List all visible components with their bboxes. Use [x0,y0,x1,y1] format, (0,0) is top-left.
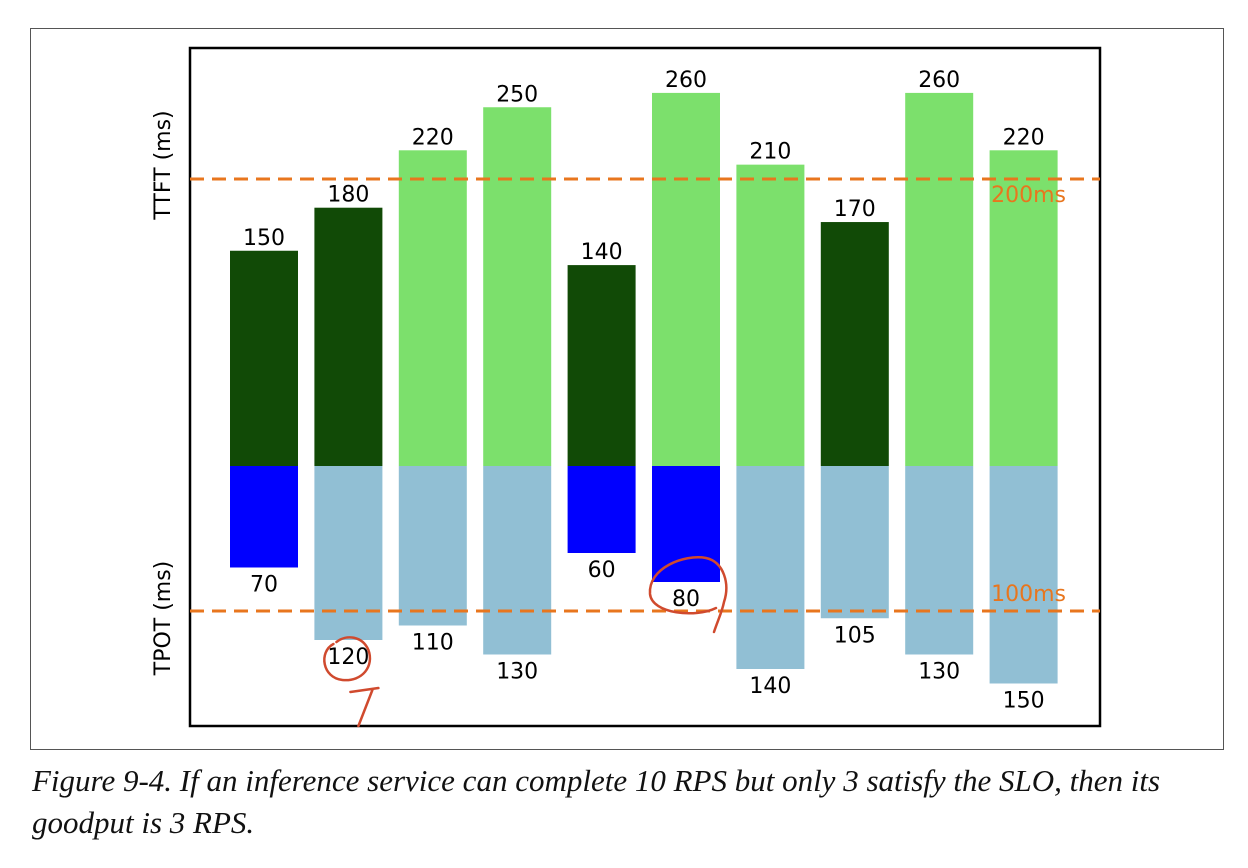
ttft-value-label: 150 [243,226,285,251]
tpot-value-label: 130 [918,660,960,685]
tpot-bar [567,466,636,553]
tpot-bar [230,466,298,568]
plot-area [188,46,1102,728]
tpot-value-label: 110 [412,631,454,656]
tpot-value-label: 60 [588,558,616,583]
highlight-circle [323,636,372,682]
ttft-bar [905,92,974,467]
y-axis-label-ttft: TTFT (ms) [151,110,176,220]
ttft-bar [230,250,298,466]
ttft-bar [483,107,552,466]
ttft-value-label: 180 [327,183,369,208]
ttft-bar [567,265,636,466]
ttft-value-label: 220 [1003,125,1045,150]
tpot-value-label: 150 [1003,689,1045,714]
tpot-bar [398,466,467,626]
figure-caption: Figure 9-4. If an inference service can … [32,763,1161,840]
handwritten-annotations [323,556,728,728]
tpot-value-label: 130 [496,660,538,685]
highlight-circle [648,556,728,634]
ttft-bar [820,222,889,466]
tpot-bar [483,466,552,655]
tpot-bar [736,466,805,669]
tpot-bar [652,466,720,582]
ttft-value-label: 140 [581,240,623,265]
ttft-value-label: 260 [665,68,707,93]
ttft-value-label: 170 [834,197,876,222]
tpot-bar [820,466,889,619]
chart: 200ms 100ms 150 70 180 120 220 110 250 130 140 60… [151,46,1102,728]
handwritten-mark [349,686,380,728]
tpot-value-label: 105 [834,623,876,648]
ttft-bar [652,92,720,467]
threshold-label-ttft: 200ms [991,183,1066,208]
y-axis-label-tpot: TPOT (ms) [151,561,176,677]
ttft-value-label: 250 [496,82,538,107]
tpot-value-label: 140 [749,674,791,699]
ttft-bar [398,150,467,467]
tpot-bar [905,466,974,655]
ttft-value-label: 210 [749,140,791,165]
ttft-bar [989,150,1058,467]
ttft-bar [736,164,805,466]
threshold-label-tpot: 100ms [991,582,1066,607]
tpot-value-label: 70 [250,573,278,598]
tpot-bar [314,466,383,640]
ttft-value-label: 260 [918,68,960,93]
tpot-bar [989,466,1058,684]
tpot-value-label: 120 [327,645,369,670]
ttft-value-label: 220 [412,125,454,150]
tpot-value-label: 80 [672,587,700,612]
ttft-bar [314,207,383,466]
